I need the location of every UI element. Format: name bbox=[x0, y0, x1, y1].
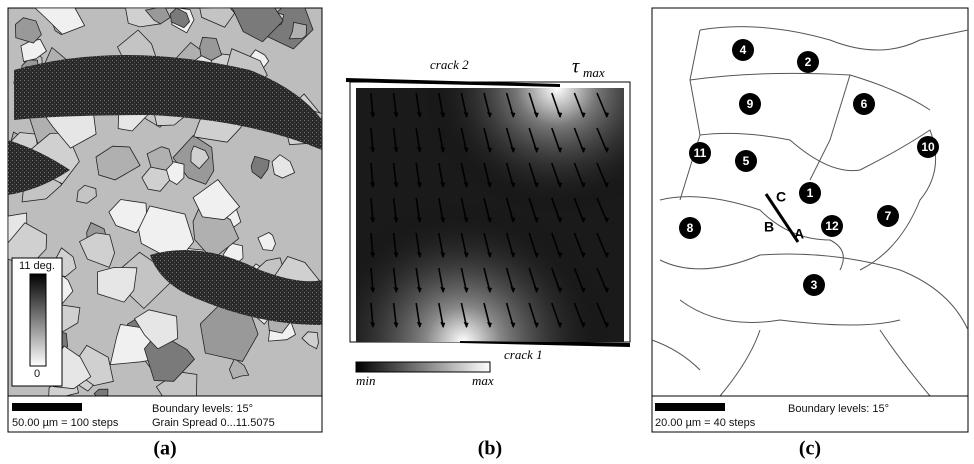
colorbar-label: max bbox=[472, 373, 494, 388]
colorbar-label: 0 bbox=[34, 368, 40, 380]
spread-text: Grain Spread 0...11.5075 bbox=[152, 417, 275, 429]
panel-label: (a) bbox=[153, 438, 176, 460]
grain-number: 4 bbox=[740, 43, 747, 57]
grain-number: 2 bbox=[805, 55, 812, 69]
colorbar bbox=[30, 274, 46, 366]
crack-label: crack 1 bbox=[504, 347, 543, 362]
tau-subscript: max bbox=[583, 65, 605, 80]
scale-text: 50.00 µm = 100 steps bbox=[12, 417, 119, 429]
scale-bar bbox=[12, 403, 82, 411]
tau-symbol: τ bbox=[572, 56, 580, 78]
colorbar-label: 11 deg. bbox=[19, 260, 55, 272]
colorbar bbox=[356, 362, 490, 372]
panel-label: (c) bbox=[799, 438, 821, 460]
grain-number: 6 bbox=[861, 97, 868, 111]
grain-number: 7 bbox=[885, 209, 892, 223]
panel-b: crack 2 τ max crack 1 min max (b) bbox=[346, 56, 630, 460]
colorbar-label: min bbox=[356, 373, 376, 388]
line-label: C bbox=[776, 189, 786, 205]
line-label: A bbox=[794, 226, 804, 242]
grain-number: 1 bbox=[807, 186, 814, 200]
grain-number: 5 bbox=[743, 154, 750, 168]
panel-a: 11 deg. 0 50.00 µm = 100 steps Boundary … bbox=[8, 8, 322, 460]
scale-bar bbox=[655, 403, 725, 411]
boundary-text: Boundary levels: 15° bbox=[788, 403, 889, 415]
crack-label: crack 2 bbox=[430, 57, 469, 72]
grain-number: 3 bbox=[811, 278, 818, 292]
grain-number: 8 bbox=[687, 221, 694, 235]
line-label: B bbox=[764, 219, 774, 235]
grain-number: 9 bbox=[747, 97, 754, 111]
panel-c: 123456789101112 C B A 20.00 µm = 40 step… bbox=[652, 8, 968, 460]
figure: 11 deg. 0 50.00 µm = 100 steps Boundary … bbox=[0, 0, 974, 464]
boundary-text: Boundary levels: 15° bbox=[152, 403, 253, 415]
grain-number: 12 bbox=[825, 219, 839, 233]
grain-number: 11 bbox=[694, 146, 707, 160]
panel-label: (b) bbox=[478, 438, 502, 460]
grain-number: 10 bbox=[921, 140, 935, 154]
scale-text: 20.00 µm = 40 steps bbox=[655, 417, 756, 429]
